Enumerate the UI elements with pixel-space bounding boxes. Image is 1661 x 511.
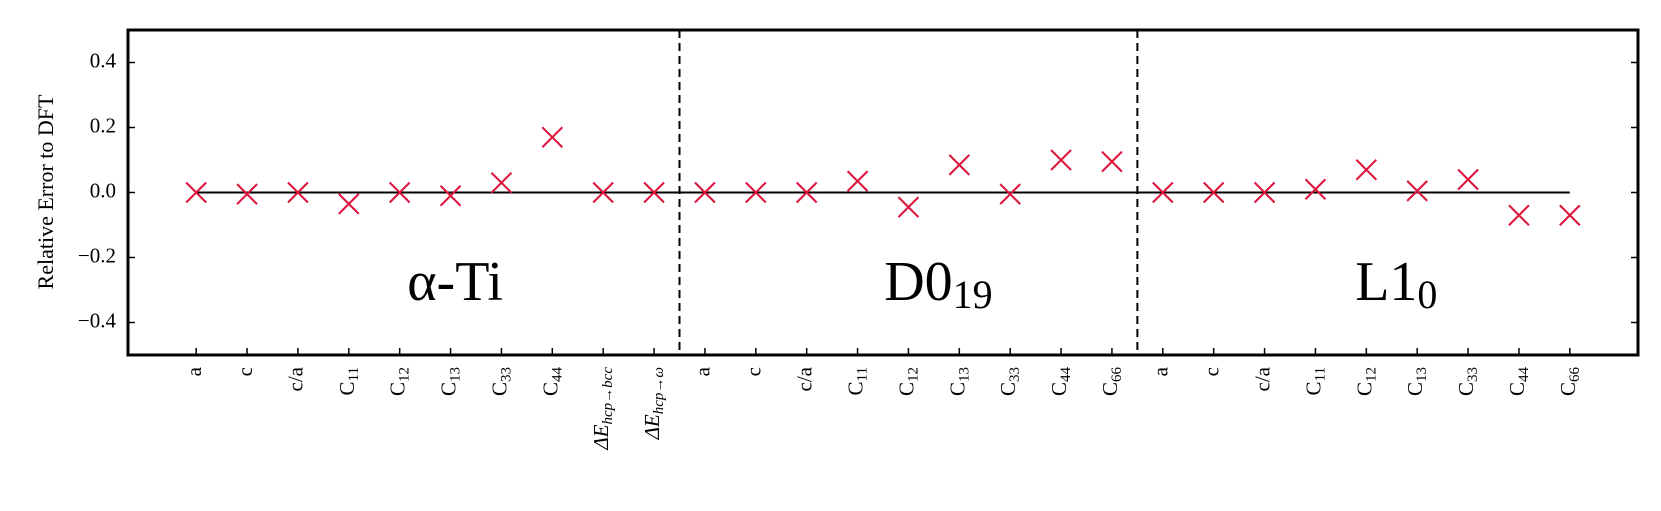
data-point: [541, 126, 564, 148]
x-tick-label: C12: [894, 367, 922, 396]
data-point: [1559, 204, 1581, 226]
data-point: [999, 183, 1021, 205]
y-tick-label: −0.4: [78, 308, 117, 332]
data-point: [1202, 181, 1225, 204]
x-tick-label: C33: [996, 367, 1024, 396]
group-label: L10: [1355, 251, 1437, 317]
data-point: [592, 181, 614, 204]
x-tick-label: C11: [1301, 367, 1329, 395]
x-tick-label: C12: [1352, 367, 1380, 396]
x-tick-label: a: [182, 366, 206, 376]
x-tick-label: c: [233, 367, 257, 376]
data-point: [1304, 178, 1327, 200]
data-point: [1406, 180, 1428, 202]
data-point: [1457, 168, 1479, 191]
x-tick-label: C44: [538, 367, 566, 397]
y-tick-label: 0.2: [90, 113, 116, 137]
data-point: [287, 181, 309, 204]
x-tick-label: C33: [487, 367, 515, 396]
data-point: [948, 154, 971, 176]
data-point: [388, 181, 411, 204]
data-point: [897, 196, 920, 218]
y-tick-label: 0.0: [90, 178, 116, 202]
y-axis-label: Relative Error to DFT: [33, 94, 58, 289]
y-tick-label: −0.2: [78, 243, 116, 267]
x-tick-label: ΔEhcp→bcc: [589, 367, 617, 451]
x-tick-label: c: [1200, 367, 1224, 376]
group-label-text: α-Ti: [407, 251, 503, 313]
x-tick-label: ΔEhcp→ω: [640, 367, 668, 440]
group-label-subscript: 19: [953, 272, 993, 317]
group-label-subscript: 0: [1417, 272, 1437, 317]
data-point: [795, 181, 818, 204]
x-tick-label: c/a: [284, 366, 308, 391]
x-tick-label: C66: [1098, 367, 1126, 397]
data-point: [1152, 181, 1174, 204]
data-point: [185, 181, 207, 204]
x-tick-label: C13: [945, 367, 973, 396]
x-tick-label: C66: [1556, 367, 1584, 397]
data-point: [1355, 159, 1378, 181]
data-point: [1508, 204, 1530, 226]
plot-frame: [126, 28, 1640, 357]
x-tick-label: C13: [436, 367, 464, 396]
y-tick-label: 0.4: [90, 48, 117, 72]
x-tick-label: C33: [1454, 367, 1482, 396]
data-point: [439, 185, 462, 207]
data-point: [236, 183, 258, 205]
group-label-text: L1: [1355, 251, 1417, 313]
data-point: [1101, 150, 1123, 173]
group-label-text: D0: [884, 251, 952, 313]
data-point: [1253, 181, 1276, 204]
x-tick-label: c/a: [792, 366, 816, 391]
data-point: [338, 193, 360, 215]
x-tick-label: C11: [335, 367, 363, 395]
data-point: [643, 181, 665, 204]
group-label: α-Ti: [407, 251, 503, 313]
x-tick-label: c: [742, 367, 766, 376]
x-tick-label: C11: [843, 367, 871, 395]
x-tick-label: a: [1149, 366, 1173, 376]
x-tick-label: c/a: [1250, 366, 1274, 391]
data-point: [694, 181, 716, 204]
data-point: [745, 181, 767, 204]
data-point: [846, 170, 869, 192]
x-tick-label: C44: [1505, 367, 1533, 397]
x-tick-label: C12: [385, 367, 413, 396]
data-point: [1050, 149, 1072, 171]
x-tick-label: C13: [1403, 367, 1431, 396]
x-tick-label: a: [691, 366, 715, 376]
group-label: D019: [884, 251, 992, 317]
x-tick-label: C44: [1047, 367, 1075, 397]
data-point: [490, 172, 513, 194]
